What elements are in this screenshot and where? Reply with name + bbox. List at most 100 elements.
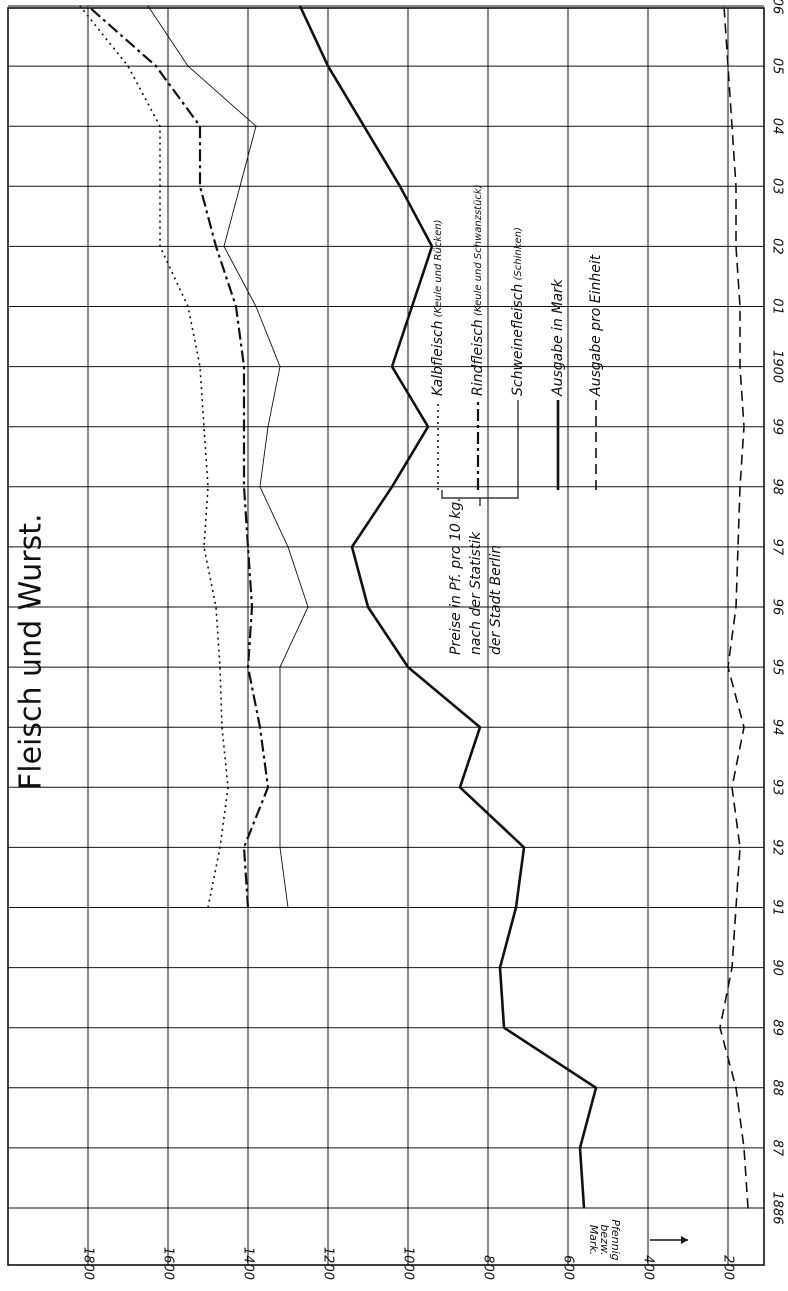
data-point — [583, 1207, 585, 1209]
axis-label: Pfennig — [609, 1219, 622, 1260]
data-point — [523, 846, 525, 849]
data-point — [595, 1087, 597, 1089]
y-tick-label: 1600 — [161, 1247, 176, 1280]
data-point — [207, 486, 209, 488]
x-tick-label: 1886 — [770, 1191, 785, 1224]
data-point — [279, 726, 281, 728]
series-line — [147, 5, 309, 908]
data-point — [515, 906, 517, 909]
data-point — [243, 425, 245, 428]
data-point — [243, 846, 245, 849]
data-point — [287, 906, 289, 909]
data-point — [267, 786, 269, 789]
data-point — [747, 1207, 749, 1209]
data-point — [221, 726, 223, 728]
data-point — [199, 185, 201, 188]
data-point — [735, 606, 737, 608]
data-point — [215, 245, 217, 248]
data-point — [411, 305, 413, 308]
data-point — [159, 125, 161, 127]
data-point — [199, 365, 201, 368]
data-point — [79, 5, 81, 7]
data-point — [159, 185, 161, 188]
x-tick-label: 90 — [770, 959, 785, 976]
data-point — [503, 1026, 505, 1029]
x-tick-label: 88 — [770, 1080, 785, 1097]
x-tick-label: 02 — [770, 238, 785, 255]
data-point — [203, 425, 205, 428]
data-point — [259, 486, 261, 488]
data-point — [203, 546, 205, 548]
x-tick-label: 05 — [770, 58, 785, 75]
data-point — [579, 1147, 581, 1149]
data-point — [251, 606, 253, 608]
data-point — [327, 65, 329, 67]
data-point — [731, 125, 733, 127]
axis-arrowhead — [681, 1236, 688, 1244]
data-point — [727, 65, 729, 67]
x-tick-label: 91 — [770, 899, 785, 916]
y-tick-label: 600 — [561, 1255, 576, 1280]
x-tick-label: 96 — [770, 599, 785, 616]
data-point — [243, 486, 245, 488]
data-point — [255, 305, 257, 308]
data-point — [731, 786, 733, 789]
data-point — [279, 786, 281, 789]
series-line — [79, 5, 229, 908]
data-point — [239, 185, 241, 188]
tick-labels: 1886 87 88 89 90 91 92 93 94 95 96 97 98 99 1900 01 02 03… — [81, 0, 785, 1280]
x-tick-label: 98 — [770, 479, 785, 496]
data-point — [731, 966, 733, 969]
x-tick-label: 93 — [770, 779, 785, 796]
x-tick-label: 06 — [770, 0, 785, 14]
legend-label: Schweinefleisch (Schinken) — [510, 227, 526, 396]
y-tick-label: 400 — [641, 1255, 656, 1280]
chart-note: der Stadt Berlin — [488, 545, 504, 655]
chart-note: nach der Statistik — [468, 531, 484, 655]
y-tick-label: 200 — [721, 1255, 736, 1280]
data-point — [215, 606, 217, 608]
data-point — [127, 65, 129, 67]
data-point — [199, 125, 201, 127]
data-point — [391, 365, 393, 368]
data-point — [735, 1087, 737, 1089]
data-point — [735, 185, 737, 188]
chart-title: Fleisch und Wurst. — [14, 513, 49, 790]
legend-brace — [441, 490, 519, 506]
data-point — [243, 365, 245, 368]
legend-label: Ausgabe in Mark — [550, 278, 566, 397]
series-lines — [79, 5, 749, 1209]
x-tick-label: 89 — [770, 1019, 785, 1036]
data-point — [279, 846, 281, 849]
data-point — [279, 666, 281, 668]
data-point — [363, 125, 365, 127]
data-point — [743, 425, 745, 428]
x-tick-label: 97 — [770, 539, 785, 556]
data-point — [367, 606, 369, 608]
x-tick-label: 01 — [770, 298, 785, 315]
data-point — [723, 5, 725, 7]
data-point — [207, 906, 209, 909]
data-point — [735, 245, 737, 248]
x-tick-label: 03 — [770, 178, 785, 195]
data-point — [223, 245, 225, 248]
data-point — [87, 5, 89, 7]
data-point — [287, 546, 289, 548]
legend: Kalbfleisch (Keule und Rücken) Rindfleisc… — [430, 184, 604, 655]
x-tick-label: 87 — [770, 1140, 785, 1157]
data-point — [235, 305, 237, 308]
data-point — [255, 125, 257, 127]
data-point — [743, 1147, 745, 1149]
data-point — [247, 906, 249, 909]
data-point — [259, 726, 261, 728]
data-point — [737, 546, 739, 548]
data-point — [391, 486, 393, 488]
data-point — [727, 666, 729, 668]
title-group: Fleisch und Wurst. — [14, 513, 49, 790]
x-tick-label: 1900 — [770, 350, 785, 383]
x-tick-label: 95 — [770, 659, 785, 676]
axis-label: Mark. — [587, 1225, 600, 1256]
data-point — [735, 906, 737, 909]
